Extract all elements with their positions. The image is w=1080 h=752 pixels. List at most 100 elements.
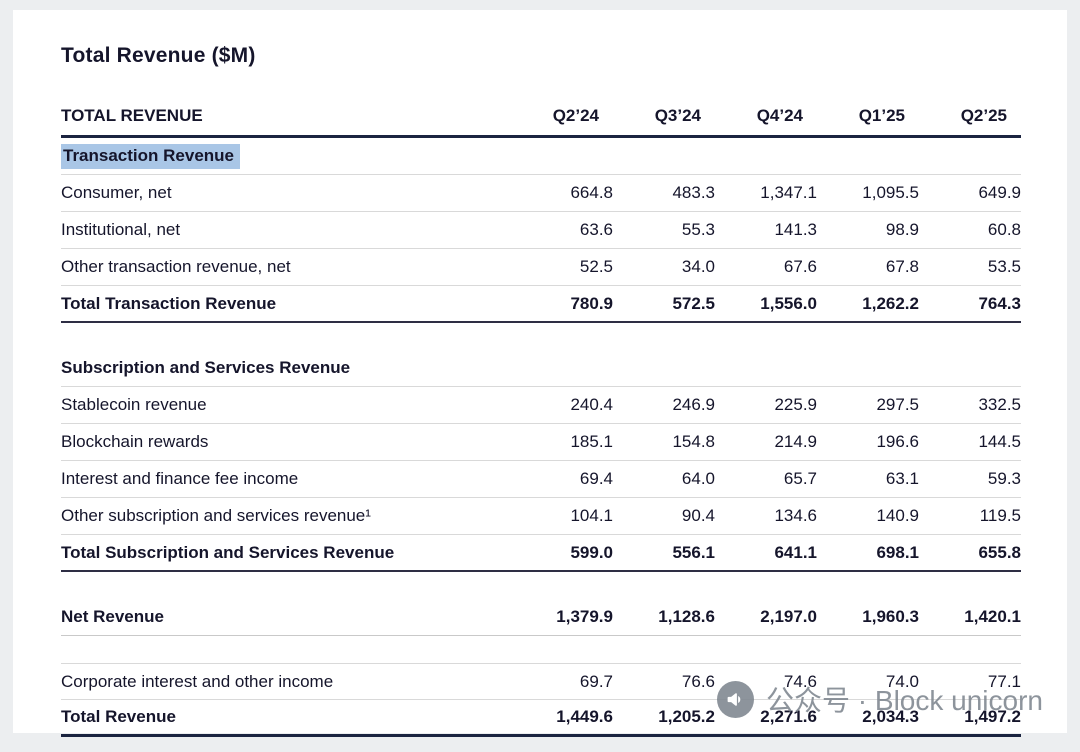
section-heading: Transaction Revenue <box>61 143 1021 169</box>
row-value: 483.3 <box>672 183 715 202</box>
row-value: 1,556.0 <box>760 293 817 313</box>
highlighted-text: Transaction Revenue <box>61 143 241 169</box>
table-row: Consumer, net 664.8 483.3 1,347.1 1,095.… <box>61 175 1021 212</box>
row-spacer <box>61 323 1021 350</box>
section-heading-row: Subscription and Services Revenue <box>61 350 1021 387</box>
table-header-label: TOTAL REVENUE <box>61 105 203 125</box>
row-value: 780.9 <box>570 293 613 313</box>
row-label: Total Revenue <box>61 707 176 726</box>
row-value: 59.3 <box>987 469 1021 488</box>
row-spacer <box>61 572 1021 599</box>
row-value: 69.7 <box>579 671 613 691</box>
row-value: 63.1 <box>885 469 919 488</box>
row-value: 1,379.9 <box>556 607 613 626</box>
row-value: 119.5 <box>979 506 1021 525</box>
row-value: 74.0 <box>885 671 919 691</box>
row-value: 297.5 <box>876 395 919 414</box>
row-value: 55.3 <box>681 220 715 239</box>
row-value: 77.1 <box>987 671 1021 691</box>
row-label: Other subscription and services revenue¹ <box>61 506 371 525</box>
table-header-row: TOTAL REVENUE Q2’24 Q3’24 Q4’24 Q1’25 Q2… <box>61 96 1021 138</box>
row-value: 2,271.6 <box>760 707 817 726</box>
row-value: 599.0 <box>570 542 613 562</box>
row-value: 67.6 <box>783 257 817 276</box>
row-value: 1,420.1 <box>964 607 1021 626</box>
row-value: 74.6 <box>783 671 817 691</box>
row-value: 764.3 <box>978 293 1021 313</box>
row-value: 664.8 <box>570 183 613 202</box>
row-value: 90.4 <box>681 506 715 525</box>
row-value: 104.1 <box>570 506 613 525</box>
row-value: 141.3 <box>774 220 817 239</box>
row-label: Total Subscription and Services Revenue <box>61 542 395 562</box>
row-value: 698.1 <box>876 542 919 562</box>
row-value: 246.9 <box>672 395 715 414</box>
row-label: Total Transaction Revenue <box>61 293 277 313</box>
row-spacer <box>61 636 1021 663</box>
table-row: Stablecoin revenue 240.4 246.9 225.9 297… <box>61 387 1021 424</box>
row-value: 69.4 <box>579 469 613 488</box>
column-header: Q2’25 <box>960 105 1007 125</box>
table-row: Institutional, net 63.6 55.3 141.3 98.9 … <box>61 212 1021 249</box>
table-row: Interest and finance fee income 69.4 64.… <box>61 461 1021 498</box>
column-header: Q1’25 <box>858 105 905 125</box>
row-value: 67.8 <box>885 257 919 276</box>
row-value: 134.6 <box>774 506 817 525</box>
row-value: 2,034.3 <box>862 707 919 726</box>
row-value: 1,128.6 <box>658 607 715 626</box>
total-row: Total Subscription and Services Revenue … <box>61 535 1021 572</box>
row-value: 641.1 <box>774 542 817 562</box>
row-label: Institutional, net <box>61 220 181 239</box>
row-label: Net Revenue <box>61 607 164 626</box>
row-value: 34.0 <box>681 257 715 276</box>
row-value: 649.9 <box>978 183 1021 202</box>
row-value: 1,095.5 <box>862 183 919 202</box>
row-label: Interest and finance fee income <box>61 469 299 488</box>
row-value: 1,347.1 <box>760 183 817 202</box>
row-value: 65.7 <box>783 469 817 488</box>
row-value: 196.6 <box>876 432 919 451</box>
row-value: 572.5 <box>672 293 715 313</box>
grand-total-row: Total Revenue 1,449.6 1,205.2 2,271.6 2,… <box>61 700 1021 737</box>
row-value: 185.1 <box>570 432 613 451</box>
row-label: Corporate interest and other income <box>61 671 334 691</box>
row-label: Other transaction revenue, net <box>61 257 291 276</box>
row-value: 76.6 <box>681 671 715 691</box>
row-value: 64.0 <box>681 469 715 488</box>
table-row: Corporate interest and other income 69.7… <box>61 663 1021 700</box>
revenue-table: TOTAL REVENUE Q2’24 Q3’24 Q4’24 Q1’25 Q2… <box>61 96 1021 737</box>
document-content: Total Revenue ($M) TOTAL REVENUE Q2’24 Q… <box>13 10 1067 737</box>
row-value: 1,960.3 <box>862 607 919 626</box>
table-row: Other subscription and services revenue¹… <box>61 498 1021 535</box>
row-value: 144.5 <box>978 432 1021 451</box>
row-value: 1,262.2 <box>862 293 919 313</box>
column-header: Q2’24 <box>552 105 599 125</box>
row-value: 52.5 <box>579 257 613 276</box>
row-value: 214.9 <box>774 432 817 451</box>
row-value: 1,449.6 <box>556 707 613 726</box>
row-value: 225.9 <box>774 395 817 414</box>
net-revenue-row: Net Revenue 1,379.9 1,128.6 2,197.0 1,96… <box>61 599 1021 636</box>
row-value: 140.9 <box>876 506 919 525</box>
row-value: 2,197.0 <box>760 607 817 626</box>
column-header: Q3’24 <box>654 105 701 125</box>
row-value: 1,205.2 <box>658 707 715 726</box>
table-row: Blockchain rewards 185.1 154.8 214.9 196… <box>61 424 1021 461</box>
column-header: Q4’24 <box>756 105 803 125</box>
row-label: Stablecoin revenue <box>61 395 207 414</box>
row-value: 60.8 <box>987 220 1021 239</box>
row-value: 63.6 <box>579 220 613 239</box>
row-value: 98.9 <box>885 220 919 239</box>
total-row: Total Transaction Revenue 780.9 572.5 1,… <box>61 286 1021 323</box>
section-heading-row: Transaction Revenue <box>61 138 1021 175</box>
section-heading: Subscription and Services Revenue <box>61 358 351 377</box>
document-page: Total Revenue ($M) TOTAL REVENUE Q2’24 Q… <box>13 10 1067 737</box>
page-title: Total Revenue ($M) <box>61 44 256 67</box>
row-value: 154.8 <box>672 432 715 451</box>
row-value: 53.5 <box>987 257 1021 276</box>
row-label: Blockchain rewards <box>61 432 209 451</box>
row-value: 240.4 <box>570 395 613 414</box>
row-label: Consumer, net <box>61 183 172 202</box>
row-value: 332.5 <box>978 395 1021 414</box>
row-value: 655.8 <box>978 542 1021 562</box>
